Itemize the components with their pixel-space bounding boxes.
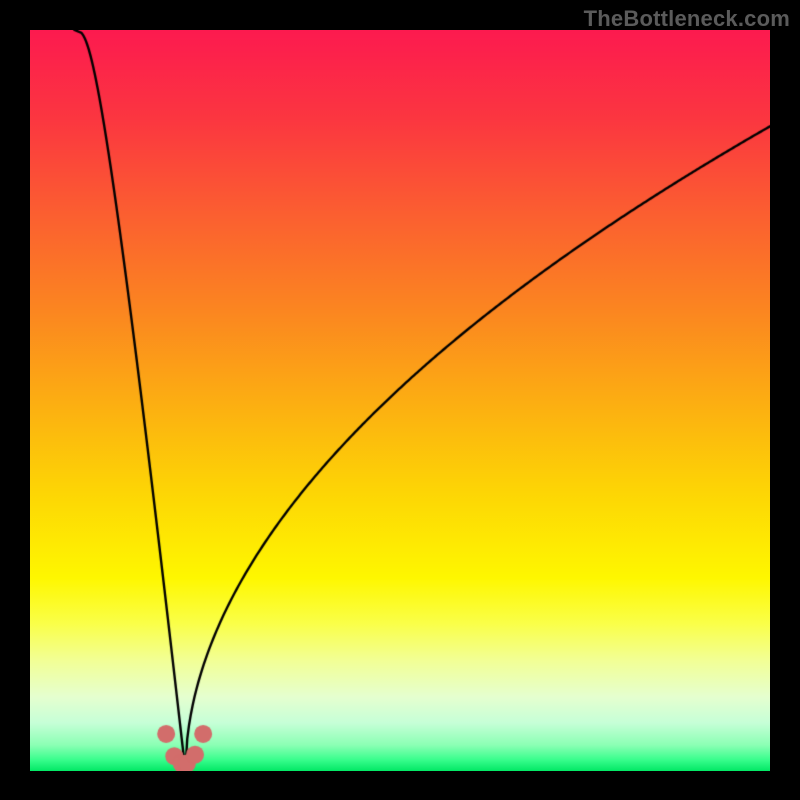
chart-container: TheBottleneck.com <box>0 0 800 800</box>
plot-area <box>30 30 770 771</box>
bottleneck-curve <box>30 30 770 771</box>
watermark-text: TheBottleneck.com <box>584 6 790 32</box>
